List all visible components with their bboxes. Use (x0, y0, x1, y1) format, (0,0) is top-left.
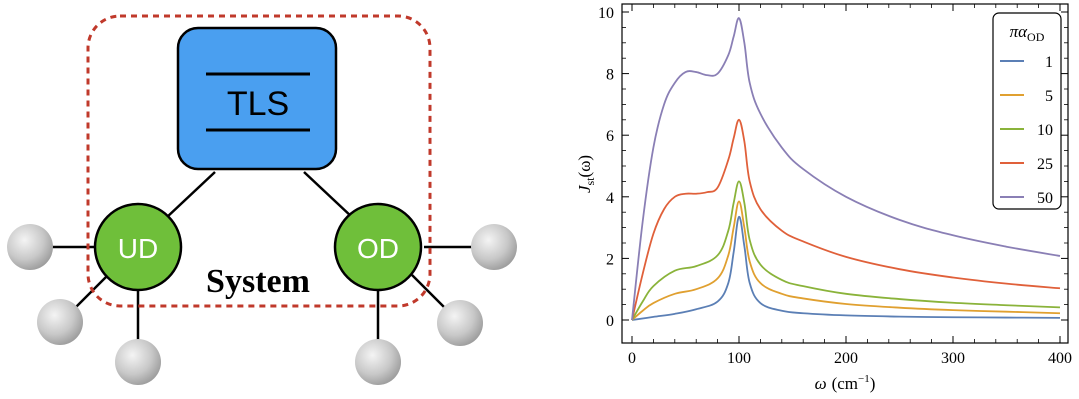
series-lines (631, 17, 1061, 321)
spectral-density-chart: 0 100 200 300 400 0 2 4 6 8 10 Jst(ω) ω (cm−1) παOD… (575, 3, 1072, 393)
legend-label: 10 (1037, 122, 1053, 139)
legend-label: 50 (1037, 190, 1053, 207)
bath-sphere (471, 224, 517, 270)
system-diagram: TLS UD OD System (7, 14, 517, 385)
ud-node (93, 202, 183, 292)
legend: παOD 1 5 10 25 50 (992, 12, 1062, 210)
y-tick-label: 6 (606, 128, 614, 145)
y-axis-label: Jst(ω) (575, 155, 597, 193)
y-tick-label: 8 (606, 67, 614, 84)
plot-frame (621, 3, 1069, 344)
y-tick-label: 0 (606, 313, 614, 330)
tls-ud-link (165, 171, 216, 219)
legend-label: 25 (1037, 156, 1053, 173)
legend-label: 1 (1045, 54, 1053, 71)
series-line-5 (631, 200, 1061, 321)
system-label: System (206, 263, 310, 300)
x-tick-label: 0 (628, 350, 636, 367)
od-label: OD (357, 233, 399, 264)
x-tick-label: 400 (1048, 350, 1072, 367)
od-node (333, 202, 423, 292)
series-line-50 (631, 17, 1061, 321)
y-tick-label: 2 (606, 251, 614, 268)
y-tick-label: 4 (606, 190, 614, 207)
bath-sphere (437, 300, 483, 346)
y-tick-label: 10 (598, 5, 614, 22)
tls-od-link (303, 171, 354, 219)
system-boundary (86, 14, 432, 308)
x-tick-label: 100 (727, 350, 751, 367)
bath-sphere (115, 339, 161, 385)
legend-label: 5 (1045, 88, 1053, 105)
legend-items: 1 5 10 25 50 (1000, 54, 1053, 207)
axis-ticks: 0 100 200 300 400 0 2 4 6 8 10 (598, 4, 1072, 367)
bath-sphere (7, 224, 53, 270)
series-line-10 (631, 180, 1061, 321)
bath-sphere (37, 299, 83, 345)
tls-box (176, 26, 338, 171)
x-axis-label: ω (cm−1) (815, 373, 876, 393)
x-tick-label: 300 (941, 350, 965, 367)
series-line-1 (631, 215, 1061, 321)
x-tick-label: 200 (834, 350, 858, 367)
tls-label: TLS (227, 85, 289, 123)
bath-sphere (355, 339, 401, 385)
series-line-25 (631, 118, 1061, 321)
legend-title: παOD (1010, 22, 1045, 44)
ud-label: UD (118, 233, 158, 264)
